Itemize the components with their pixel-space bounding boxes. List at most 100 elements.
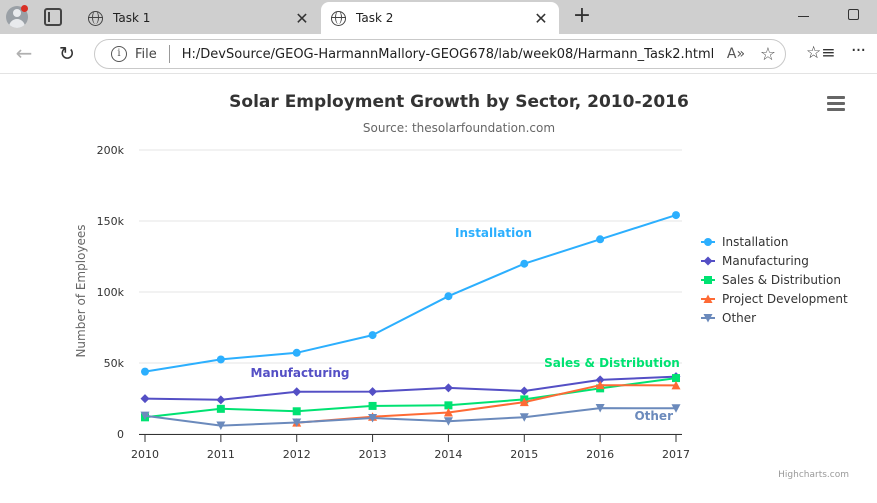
legend-symbol [703, 256, 713, 266]
favorites-icon[interactable]: ☆≡ [806, 43, 836, 63]
x-tick-label: 2011 [207, 448, 235, 461]
globe-icon [88, 10, 103, 26]
close-icon[interactable]: ✕ [295, 8, 309, 28]
legend-label: Installation [722, 235, 788, 249]
series-line [144, 377, 677, 419]
data-point [520, 259, 529, 268]
data-point [519, 397, 529, 407]
close-icon[interactable]: ✕ [534, 8, 548, 28]
series-installation [141, 211, 680, 376]
data-point [292, 418, 302, 427]
legend-label: Project Development [722, 292, 848, 306]
tab-title: Task 2 [356, 11, 394, 25]
series-label: Manufacturing [251, 366, 350, 380]
data-point [292, 407, 301, 416]
series-line [296, 384, 677, 424]
data-point [444, 292, 453, 301]
series-line [144, 214, 677, 373]
y-tick-label: 200k [97, 144, 125, 157]
url-text[interactable]: H:/DevSource/GEOG-HarmannMallory-GEOG678… [181, 46, 715, 62]
legend-item[interactable]: Manufacturing [701, 254, 809, 268]
data-point [595, 380, 605, 390]
star-icon[interactable]: ☆ [759, 43, 777, 65]
hamburger-menu-icon[interactable] [827, 96, 845, 111]
data-point [140, 411, 150, 421]
browser-tab-strip: Task 1 ✕ Task 2 ✕ + [0, 0, 877, 34]
y-tick-label: 100k [97, 286, 125, 299]
series-label: Sales & Distribution [544, 356, 680, 370]
x-tick-label: 2012 [283, 448, 311, 461]
series-group: Installation Manufacturing Sales & Distrib… [140, 211, 681, 431]
legend-label: Sales & Distribution [722, 273, 841, 287]
read-aloud-icon[interactable]: A» [726, 46, 746, 62]
maximize-icon[interactable] [848, 9, 859, 20]
x-tick-label: 2014 [434, 448, 462, 461]
data-point [595, 375, 605, 385]
divider [168, 45, 170, 63]
globe-icon [331, 10, 346, 26]
data-point [443, 408, 453, 417]
tab-actions-icon[interactable] [44, 8, 62, 26]
legend-label: Other [722, 311, 756, 325]
data-point [216, 421, 226, 431]
data-point [519, 386, 529, 396]
data-point [368, 331, 377, 340]
data-point [292, 348, 301, 357]
data-point [140, 394, 150, 404]
x-tick-label: 2017 [662, 448, 690, 461]
legend-symbol [704, 238, 712, 246]
legend-item[interactable]: Other [701, 311, 756, 325]
data-point [216, 395, 226, 405]
x-tick-label: 2013 [359, 448, 387, 461]
data-point [141, 367, 149, 376]
data-point [671, 380, 681, 390]
tab-title: Task 1 [113, 11, 151, 25]
series-line [144, 375, 677, 401]
grid-lines: 0 50k 100k 150k 200k [97, 144, 682, 441]
data-point [443, 417, 453, 426]
legend-item[interactable]: Installation [701, 235, 788, 249]
legend-symbol [703, 294, 713, 303]
reload-icon[interactable]: ↻ [59, 43, 75, 65]
x-tick-label: 2010 [131, 448, 159, 461]
data-point [292, 387, 302, 397]
data-point [216, 355, 225, 364]
data-point [595, 404, 605, 413]
more-icon[interactable]: ··· [850, 40, 866, 61]
minimize-icon[interactable] [798, 16, 809, 17]
y-axis-title: Number of Employees [74, 224, 88, 357]
data-point [672, 211, 680, 220]
series-other [140, 404, 681, 431]
data-point [368, 414, 378, 423]
x-tick-label: 2016 [586, 448, 614, 461]
scheme-label: File [135, 46, 157, 62]
data-point [519, 413, 529, 422]
x-axis: 2010 2011 2012 2013 2014 2015 2016 2017 [131, 434, 690, 461]
tab-task-1[interactable]: Task 1 ✕ [78, 2, 320, 34]
series-line [144, 407, 677, 427]
y-tick-label: 150k [97, 215, 125, 228]
chart-container: Solar Employment Growth by Sector, 2010-… [0, 75, 877, 499]
series-label: Installation [455, 226, 532, 240]
chart-subtitle: Source: thesolarfoundation.com [363, 121, 555, 135]
plus-icon[interactable]: + [572, 3, 592, 28]
tab-task-2[interactable]: Task 2 ✕ [321, 2, 559, 34]
address-bar[interactable]: i File H:/DevSource/GEOG-HarmannMallory-… [94, 39, 786, 69]
legend: Installation Manufacturing Sales & Distrib… [701, 235, 848, 325]
data-point [368, 387, 378, 397]
y-tick-label: 50k [104, 357, 125, 370]
data-point [672, 374, 680, 383]
legend-item[interactable]: Sales & Distribution [701, 273, 841, 287]
data-point [443, 383, 453, 393]
data-point [368, 401, 377, 410]
credits-text[interactable]: Highcharts.com [778, 470, 849, 480]
data-point [596, 235, 605, 244]
y-tick-label: 0 [117, 428, 124, 441]
info-icon[interactable]: i [111, 46, 127, 62]
legend-label: Manufacturing [722, 254, 809, 268]
back-arrow-icon[interactable]: ← [15, 41, 33, 65]
legend-item[interactable]: Project Development [701, 292, 848, 306]
notification-dot [21, 5, 28, 12]
chart-title: Solar Employment Growth by Sector, 2010-… [229, 92, 689, 112]
x-tick-label: 2015 [510, 448, 538, 461]
